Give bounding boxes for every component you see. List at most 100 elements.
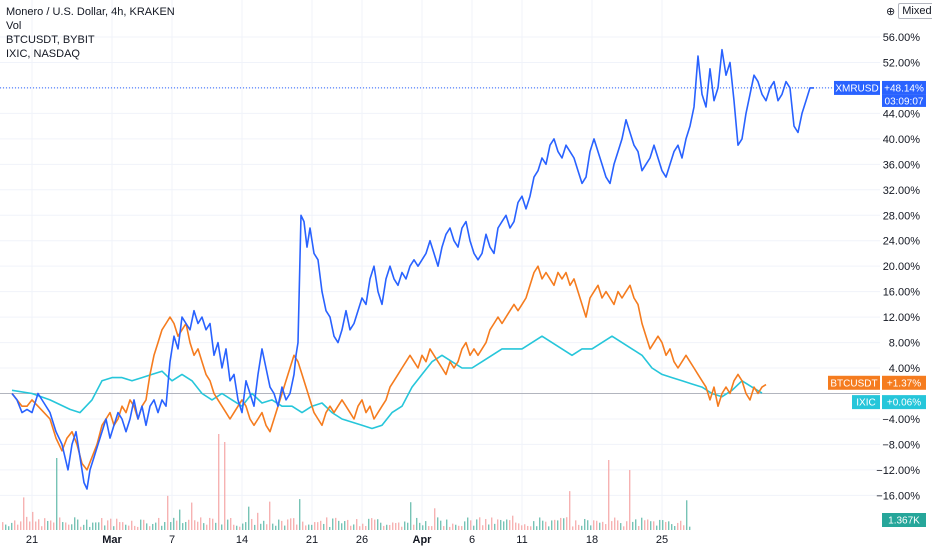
volume-bar bbox=[398, 522, 400, 530]
y-tick-label: 20.00% bbox=[883, 261, 921, 273]
volume-bar bbox=[407, 522, 409, 530]
volume-bar bbox=[329, 526, 331, 530]
volume-bar bbox=[239, 526, 241, 530]
volume-bar bbox=[641, 517, 643, 530]
legend-ixic-symbol[interactable]: IXIC, NASDAQ bbox=[6, 48, 80, 60]
volume-bar bbox=[416, 517, 418, 530]
volume-bar bbox=[356, 519, 358, 530]
volume-bar bbox=[569, 491, 571, 530]
volume-bar bbox=[410, 502, 412, 530]
x-tick-label: 6 bbox=[469, 534, 475, 546]
volume-bar bbox=[575, 520, 577, 530]
y-tick-label: 28.00% bbox=[883, 210, 921, 222]
volume-bar bbox=[149, 526, 151, 530]
volume-bar bbox=[320, 520, 322, 530]
volume-bar bbox=[629, 470, 631, 530]
y-tick-label: 40.00% bbox=[883, 134, 921, 146]
volume-bar bbox=[353, 524, 355, 530]
y-tick-label: 44.00% bbox=[883, 108, 921, 120]
volume-bar bbox=[56, 458, 58, 530]
volume-bar bbox=[383, 525, 385, 530]
volume-bar bbox=[434, 508, 436, 530]
volume-bar bbox=[179, 509, 181, 530]
volume-bar bbox=[188, 519, 190, 530]
volume-bar bbox=[122, 522, 124, 530]
volume-bar bbox=[488, 524, 490, 530]
volume-bar bbox=[143, 519, 145, 530]
volume-bar bbox=[116, 518, 118, 530]
volume-bar bbox=[680, 520, 682, 530]
volume-bar bbox=[587, 520, 589, 530]
volume-bar bbox=[515, 522, 517, 530]
volume-bar bbox=[23, 497, 25, 530]
volume-bar bbox=[77, 519, 79, 530]
volume-bar bbox=[581, 525, 583, 530]
volume-bar bbox=[494, 523, 496, 530]
volume-bar bbox=[617, 520, 619, 530]
volume-bar bbox=[656, 525, 658, 530]
volume-bar bbox=[2, 522, 4, 530]
volume-bar bbox=[380, 522, 382, 530]
volume-bar bbox=[32, 511, 34, 530]
y-axis[interactable]: 56.00%52.00%48.00%44.00%40.00%36.00%32.0… bbox=[876, 32, 920, 502]
volume-bar bbox=[425, 521, 427, 530]
volume-bar bbox=[359, 526, 361, 530]
tag-value-box bbox=[882, 80, 926, 95]
volume-bar bbox=[137, 526, 139, 530]
volume-bar bbox=[221, 524, 223, 530]
volume-bar bbox=[218, 434, 220, 530]
volume-bar bbox=[335, 517, 337, 530]
volume-bar bbox=[182, 523, 184, 530]
volume-bar bbox=[26, 516, 28, 530]
legend-main-symbol[interactable]: Monero / U.S. Dollar, 4h, KRAKEN bbox=[6, 6, 175, 18]
y-tick-label: −8.00% bbox=[882, 439, 920, 451]
volume-bar bbox=[500, 519, 502, 530]
volume-bar bbox=[362, 523, 364, 530]
volume-bar bbox=[689, 526, 691, 530]
volume-bar bbox=[647, 519, 649, 530]
volume-bar bbox=[608, 460, 610, 530]
volume-bar bbox=[464, 521, 466, 530]
volume-bar bbox=[98, 522, 100, 530]
scale-mode-button[interactable]: Mixed bbox=[898, 3, 932, 19]
volume-bar bbox=[497, 519, 499, 530]
volume-bar bbox=[311, 524, 313, 530]
volume-bar bbox=[65, 522, 67, 530]
volume-bar bbox=[92, 522, 94, 530]
volume-tag: 1.367K bbox=[882, 513, 926, 527]
volume-bar bbox=[539, 517, 541, 530]
x-tick-label: 21 bbox=[26, 534, 38, 546]
legend-btc-symbol[interactable]: BTCUSDT, BYBIT bbox=[6, 34, 95, 46]
tag-value: +1.37% bbox=[887, 378, 921, 389]
volume-bar bbox=[215, 522, 217, 530]
y-tick-label: −12.00% bbox=[876, 465, 920, 477]
volume-bar bbox=[386, 524, 388, 530]
volume-bar bbox=[590, 525, 592, 530]
volume-bar bbox=[290, 518, 292, 530]
volume-bar bbox=[155, 522, 157, 530]
x-axis[interactable]: 21 Mar 7 14 21 26 Apr 6 11 18 25 bbox=[26, 534, 668, 546]
volume-bar bbox=[158, 517, 160, 530]
series-lines bbox=[11, 48, 814, 490]
volume-bar bbox=[308, 524, 310, 530]
tag-icon[interactable]: ⊕ bbox=[886, 5, 896, 18]
volume-bar bbox=[80, 526, 82, 530]
volume-bar bbox=[524, 524, 526, 530]
y-tick-label: 24.00% bbox=[883, 236, 921, 248]
countdown-text: 03:09:07 bbox=[885, 96, 924, 107]
volume-bar bbox=[128, 525, 130, 530]
volume-bar bbox=[95, 522, 97, 530]
volume-bar bbox=[611, 521, 613, 530]
price-tag-xmrusd: XMRUSD +48.14% 03:09:07 bbox=[834, 80, 926, 107]
tag-value: +0.06% bbox=[887, 398, 921, 409]
volume-bar bbox=[332, 518, 334, 530]
volume-bar bbox=[257, 512, 259, 530]
volume-bar bbox=[560, 517, 562, 530]
price-tag-btcusdt: BTCUSDT +1.37% bbox=[828, 375, 926, 390]
volume-bar bbox=[269, 501, 271, 530]
volume-bar bbox=[173, 517, 175, 530]
scale-mode-control[interactable]: ⊕ Mixed bbox=[886, 3, 932, 19]
volume-bar bbox=[86, 519, 88, 530]
legend-volume[interactable]: Vol bbox=[6, 20, 22, 32]
